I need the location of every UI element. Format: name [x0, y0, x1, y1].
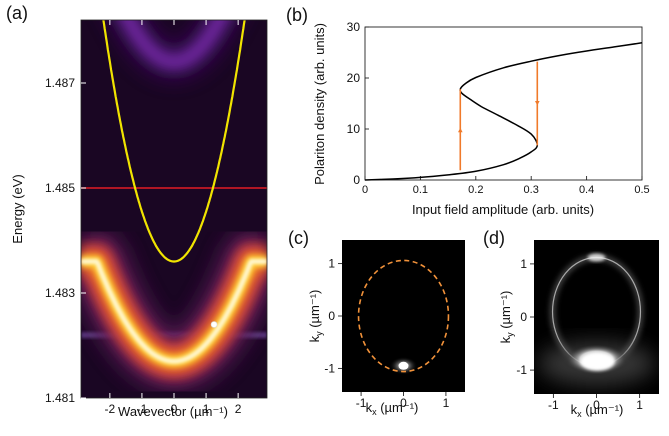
jump-arrow-2 [534, 101, 540, 106]
bright-spot-mark [398, 361, 409, 370]
panel-label-a: (a) [6, 3, 28, 23]
x-tick-label: 2 [235, 402, 242, 416]
x-tick-label: 0.1 [413, 184, 428, 196]
s-curve-line [364, 42, 643, 181]
panel-b-bistability: 0 0.1 0.2 0.3 0.4 0.5 0 10 20 30 Input field ampl… [312, 20, 650, 217]
x-tick-label: -1 [137, 402, 148, 416]
dashed-circle-mark [357, 259, 450, 373]
panel-a-dispersion: -2 -1 0 1 2 1.481 1.483 1.485 1.487 Wavevector (… [10, 19, 268, 419]
y-tick-label: 1.487 [45, 76, 75, 90]
panel-d-y-axis-label: ky (µm⁻¹) [498, 291, 515, 344]
pump-point-dot [210, 321, 218, 328]
x-tick-label: 0 [400, 396, 407, 410]
panel-c-kspace: -1 0 1 -1 0 1 kx (µm⁻¹) ky (µm⁻¹) [307, 240, 465, 417]
panel-b-x-axis-label: Input field amplitude (arb. units) [412, 202, 594, 217]
panel-c-x-axis-label: kx (µm⁻¹) [366, 400, 419, 417]
x-tick-label: 0.3 [524, 184, 539, 196]
panel-b-frame [364, 26, 643, 181]
x-tick-label: 1 [443, 396, 450, 410]
x-tick-label: -1 [356, 396, 367, 410]
y-tick-label: 1 [520, 257, 527, 271]
y-tick-label: 0 [353, 173, 360, 187]
y-tick-label: 1.481 [45, 391, 75, 405]
y-tick-label: 20 [347, 71, 361, 85]
bright-region-core [580, 352, 615, 371]
x-tick-label: 0 [171, 402, 178, 416]
x-tick-label: 0.5 [634, 184, 649, 196]
panel-label-b: (b) [286, 5, 308, 25]
y-tick-label: 1.483 [45, 286, 75, 300]
free-particle-parabola-line [102, 20, 246, 263]
ring-top-spot [587, 253, 606, 262]
panel-d-kspace: -1 0 1 -1 0 1 kx (µm⁻¹) ky (µm⁻¹) [498, 240, 659, 419]
x-tick-label: 0 [362, 184, 368, 196]
x-tick-label: 0 [593, 398, 600, 412]
y-tick-label: -1 [324, 361, 335, 375]
x-tick-label: 0.4 [579, 184, 594, 196]
x-tick-label: 0.2 [468, 184, 483, 196]
y-tick-label: 0 [520, 310, 527, 324]
x-tick-label: 1 [203, 402, 210, 416]
y-tick-label: -1 [516, 363, 527, 377]
panel-label-d: (d) [483, 228, 505, 248]
x-tick-label: -2 [105, 402, 116, 416]
lower-branch-core-mark [81, 259, 267, 364]
panel-c-y-axis-label: ky (µm⁻¹) [307, 290, 324, 343]
panel-label-c: (c) [288, 228, 309, 248]
y-tick-label: 30 [347, 20, 361, 34]
panel-d-x-axis-label: kx (µm⁻¹) [571, 402, 624, 419]
panel-b-y-axis-label: Polariton density (arb. units) [312, 23, 327, 185]
y-tick-label: 10 [347, 122, 361, 136]
x-tick-label: 1 [636, 398, 643, 412]
upper-branch-mark [120, 20, 228, 70]
panel-a-y-axis-label: Energy (eV) [10, 174, 25, 243]
y-tick-label: 0 [328, 309, 335, 323]
panel-a-x-axis-label: Wavevector (µm⁻¹) [118, 404, 228, 419]
jump-arrow-1 [457, 127, 463, 133]
y-tick-label: 1.485 [45, 181, 75, 195]
y-tick-label: 1 [328, 257, 335, 271]
x-tick-label: -1 [548, 398, 559, 412]
